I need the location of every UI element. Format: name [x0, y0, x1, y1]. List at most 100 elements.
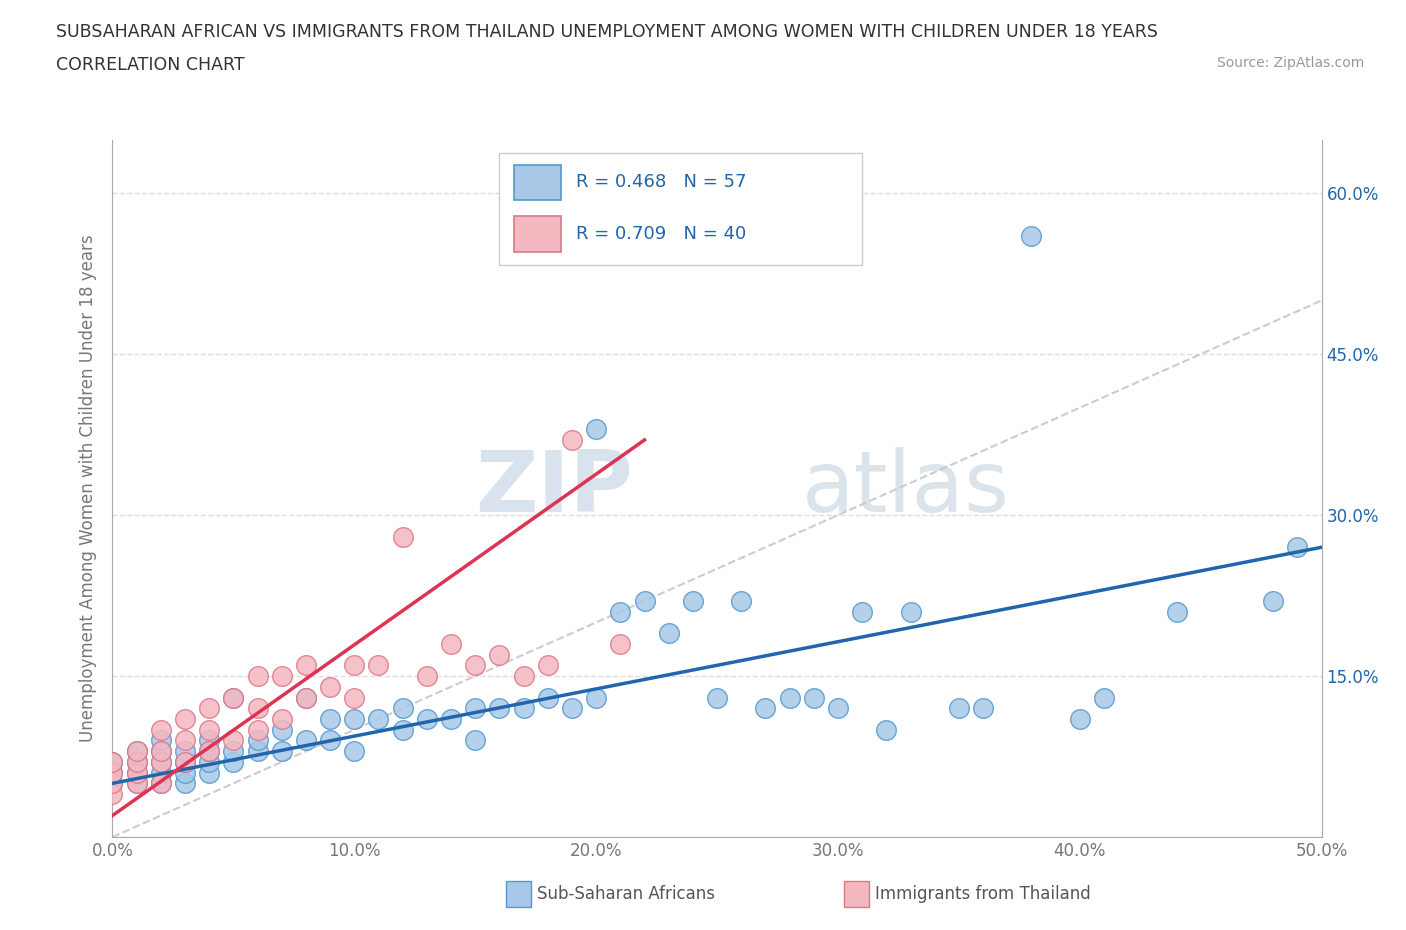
Point — [125, 754, 148, 769]
Point — [343, 658, 366, 672]
Point — [1069, 711, 1091, 726]
Point — [512, 669, 534, 684]
Point — [246, 744, 269, 759]
Point — [149, 765, 172, 780]
Point — [246, 733, 269, 748]
Point — [343, 744, 366, 759]
Point — [101, 765, 124, 780]
Point — [174, 776, 197, 790]
Point — [270, 723, 292, 737]
Point — [174, 754, 197, 769]
Point — [633, 593, 655, 608]
Point — [198, 754, 221, 769]
Point — [585, 422, 607, 437]
Point — [222, 690, 245, 705]
Point — [174, 744, 197, 759]
Point — [561, 701, 583, 716]
Text: Source: ZipAtlas.com: Source: ZipAtlas.com — [1216, 56, 1364, 70]
Point — [391, 529, 413, 544]
Point — [875, 723, 897, 737]
Point — [827, 701, 849, 716]
Point — [295, 690, 318, 705]
Point — [537, 690, 560, 705]
Point — [125, 765, 148, 780]
Point — [125, 776, 148, 790]
Y-axis label: Unemployment Among Women with Children Under 18 years: Unemployment Among Women with Children U… — [79, 234, 97, 742]
Point — [367, 711, 389, 726]
Point — [198, 733, 221, 748]
Text: Sub-Saharan Africans: Sub-Saharan Africans — [537, 884, 716, 903]
Point — [972, 701, 994, 716]
Point — [754, 701, 776, 716]
Point — [295, 658, 318, 672]
Point — [295, 733, 318, 748]
Point — [851, 604, 873, 619]
Point — [149, 744, 172, 759]
Point — [343, 690, 366, 705]
Point — [585, 690, 607, 705]
Point — [900, 604, 922, 619]
Point — [488, 647, 510, 662]
Point — [343, 711, 366, 726]
Point — [222, 754, 245, 769]
Point — [222, 744, 245, 759]
Point — [561, 432, 583, 447]
Point — [391, 701, 413, 716]
Point — [319, 711, 342, 726]
Point — [246, 723, 269, 737]
Point — [512, 701, 534, 716]
Point — [440, 636, 463, 651]
Point — [101, 765, 124, 780]
Point — [416, 669, 439, 684]
Point — [295, 690, 318, 705]
Point — [101, 754, 124, 769]
Text: CORRELATION CHART: CORRELATION CHART — [56, 56, 245, 73]
Point — [1166, 604, 1188, 619]
Point — [125, 744, 148, 759]
Point — [246, 669, 269, 684]
Point — [682, 593, 704, 608]
Point — [319, 679, 342, 694]
Point — [125, 765, 148, 780]
Point — [537, 658, 560, 672]
Point — [779, 690, 801, 705]
Point — [464, 658, 486, 672]
Point — [174, 711, 197, 726]
Point — [609, 636, 631, 651]
Point — [198, 744, 221, 759]
Point — [706, 690, 728, 705]
Point — [198, 723, 221, 737]
Point — [319, 733, 342, 748]
Point — [125, 754, 148, 769]
Point — [367, 658, 389, 672]
Point — [391, 723, 413, 737]
Text: ZIP: ZIP — [475, 446, 633, 530]
Point — [174, 765, 197, 780]
Point — [270, 711, 292, 726]
Point — [658, 626, 681, 641]
Point — [149, 776, 172, 790]
Point — [149, 723, 172, 737]
Point — [174, 754, 197, 769]
Point — [198, 701, 221, 716]
Point — [125, 776, 148, 790]
Point — [101, 776, 124, 790]
Point — [101, 754, 124, 769]
Point — [1286, 539, 1309, 554]
Text: SUBSAHARAN AFRICAN VS IMMIGRANTS FROM THAILAND UNEMPLOYMENT AMONG WOMEN WITH CHI: SUBSAHARAN AFRICAN VS IMMIGRANTS FROM TH… — [56, 23, 1159, 41]
Point — [609, 604, 631, 619]
Point — [464, 733, 486, 748]
Point — [222, 690, 245, 705]
Point — [101, 787, 124, 802]
Point — [948, 701, 970, 716]
Point — [1092, 690, 1115, 705]
Point — [174, 733, 197, 748]
Point — [149, 754, 172, 769]
Point — [464, 701, 486, 716]
Point — [149, 776, 172, 790]
Point — [270, 669, 292, 684]
Point — [730, 593, 752, 608]
Point — [1263, 593, 1285, 608]
Point — [101, 776, 124, 790]
Point — [803, 690, 825, 705]
